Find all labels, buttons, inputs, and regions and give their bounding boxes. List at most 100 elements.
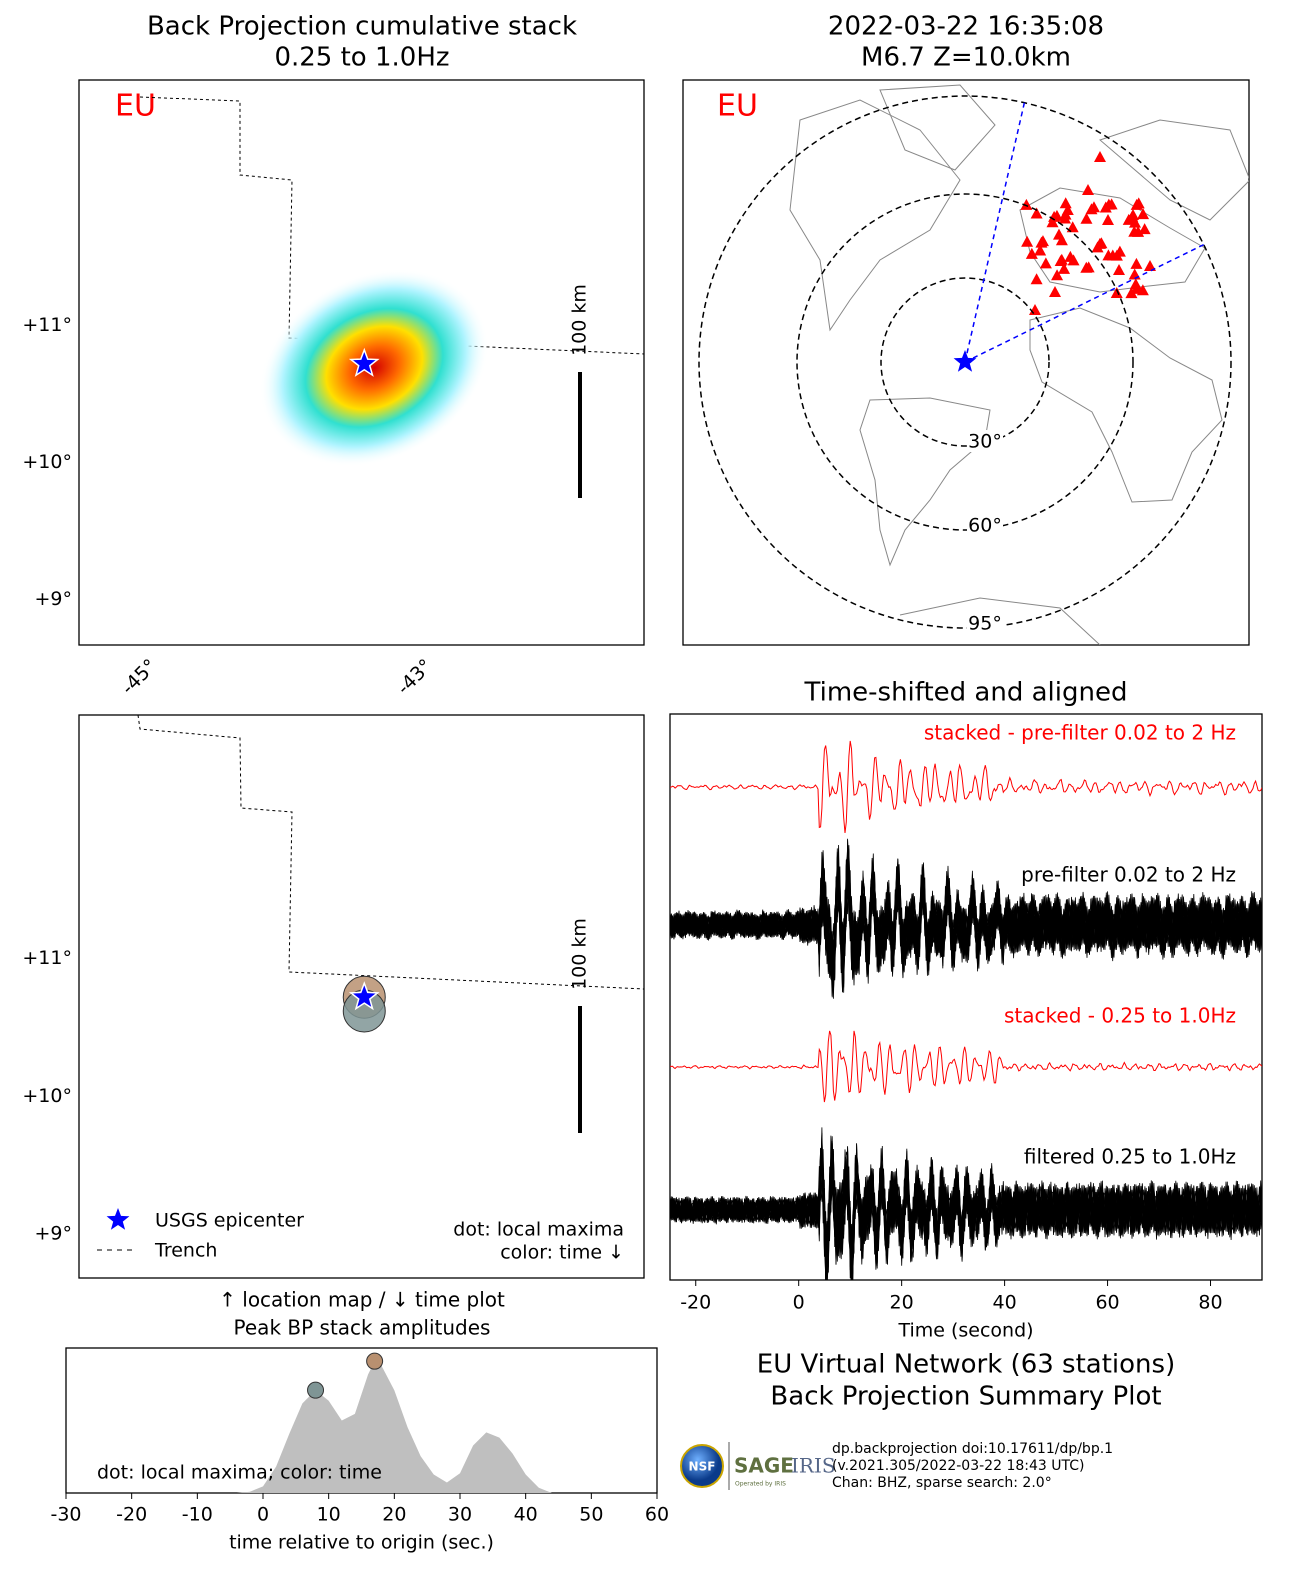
station — [1095, 237, 1108, 249]
station — [1055, 234, 1068, 246]
x-tick-label: 30 — [448, 1504, 472, 1526]
annotation: dot: local maxima; color: time — [97, 1462, 382, 1484]
footer-title: EU Virtual Network (63 stations) — [757, 1350, 1175, 1380]
x-tick-label: -10 — [182, 1504, 213, 1526]
trace-label: stacked - pre-filter 0.02 to 2 Hz — [924, 721, 1236, 745]
station — [1094, 151, 1106, 162]
legend-label: USGS epicenter — [155, 1210, 304, 1232]
distance-ring — [796, 193, 1134, 531]
station — [1039, 257, 1052, 269]
epicenter — [953, 350, 977, 372]
credit: Chan: BHZ, sparse search: 2.0° — [832, 1475, 1052, 1491]
logo-text: NSF — [689, 1460, 716, 1474]
azimuth-line — [964, 99, 1026, 363]
subtitle: 0.25 to 1.0Hz — [274, 43, 449, 73]
x-tick-label: -30 — [50, 1504, 81, 1526]
station — [1125, 287, 1138, 299]
legend-epicenter — [106, 1208, 130, 1230]
logo-text: IRIS — [791, 1454, 836, 1478]
station — [1080, 261, 1093, 273]
waveform — [670, 740, 1262, 833]
credit: dp.backprojection doi:10.17611/dp/bp.1 — [832, 1441, 1113, 1457]
station — [1136, 284, 1149, 296]
y-tick-label: +10° — [22, 1085, 72, 1107]
y-tick-label: +9° — [34, 588, 72, 610]
station — [1106, 249, 1119, 261]
station — [1051, 269, 1064, 281]
globe-frame — [682, 79, 1250, 646]
station — [1087, 201, 1100, 213]
credit: (v.2021.305/2022-03-22 18:43 UTC) — [832, 1458, 1084, 1474]
station — [1130, 198, 1143, 210]
station — [1101, 214, 1114, 226]
ring-label: 95° — [968, 613, 1002, 635]
map-frame — [78, 714, 645, 1279]
distance-ring — [698, 95, 1232, 629]
station — [1025, 247, 1038, 259]
station — [1054, 255, 1067, 267]
station — [1059, 197, 1072, 209]
epicenter — [348, 981, 380, 1011]
x-axis-label: Time (second) — [897, 1320, 1033, 1342]
y-tick-label: +9° — [34, 1222, 72, 1244]
subtitle: Peak BP stack amplitudes — [234, 1316, 491, 1340]
map-frame — [78, 79, 645, 646]
station — [1130, 257, 1143, 269]
trench — [137, 714, 645, 990]
station — [1110, 287, 1123, 299]
station — [1046, 216, 1059, 228]
station — [1112, 264, 1125, 276]
x-tick-label: 0 — [793, 1292, 805, 1314]
title: Back Projection cumulative stack — [147, 12, 577, 42]
station — [1030, 207, 1043, 219]
station — [1058, 262, 1071, 274]
title: Time-shifted and aligned — [804, 678, 1128, 708]
trace-label: filtered 0.25 to 1.0Hz — [1024, 1145, 1236, 1169]
epicenter — [348, 347, 380, 377]
traces — [670, 740, 1262, 1280]
annotation: dot: local maxima — [453, 1219, 624, 1241]
station — [1067, 254, 1080, 266]
station — [1128, 216, 1141, 228]
ring-label: 60° — [968, 515, 1002, 537]
x-tick-label: 60 — [1095, 1292, 1119, 1314]
footer-subtitle: Back Projection Summary Plot — [770, 1382, 1161, 1412]
subtitle: M6.7 Z=10.0km — [861, 43, 1071, 73]
station — [1138, 223, 1151, 235]
legend-label: Trench — [154, 1240, 217, 1262]
scale-label: 100 km — [569, 918, 591, 990]
waveform — [670, 1148, 1262, 1280]
waveform — [670, 1030, 1262, 1103]
station — [1102, 198, 1115, 210]
station — [1021, 235, 1034, 247]
stack-heatmap — [259, 269, 489, 467]
x-tick-label: -45° — [117, 655, 161, 699]
y-tick-label: +10° — [22, 451, 72, 473]
station — [1080, 212, 1093, 224]
coastlines — [789, 84, 1249, 645]
station — [1066, 221, 1079, 233]
station — [1144, 260, 1156, 271]
waveform-frame — [669, 713, 1263, 1281]
title: ↑ location map / ↓ time plot — [219, 1288, 505, 1312]
ring-label-bg — [967, 612, 1003, 634]
scale-label: 100 km — [569, 284, 591, 356]
station — [1127, 209, 1139, 220]
waveform — [670, 852, 1262, 988]
x-tick-label: 20 — [890, 1292, 914, 1314]
x-tick-label: -20 — [680, 1292, 711, 1314]
station — [1052, 228, 1065, 240]
trace-label: stacked - 0.25 to 1.0Hz — [1004, 1004, 1236, 1028]
network-label: EU — [717, 89, 758, 124]
station — [1059, 208, 1072, 220]
ring-label: 30° — [968, 431, 1002, 453]
waveform — [670, 865, 1262, 984]
station — [1034, 244, 1047, 256]
station — [1132, 225, 1145, 237]
x-tick-label: 20 — [382, 1504, 406, 1526]
y-tick-label: +11° — [22, 947, 72, 969]
trace-label: pre-filter 0.02 to 2 Hz — [1021, 863, 1236, 887]
title: 2022-03-22 16:35:08 — [828, 12, 1104, 42]
x-tick-label: 10 — [317, 1504, 341, 1526]
